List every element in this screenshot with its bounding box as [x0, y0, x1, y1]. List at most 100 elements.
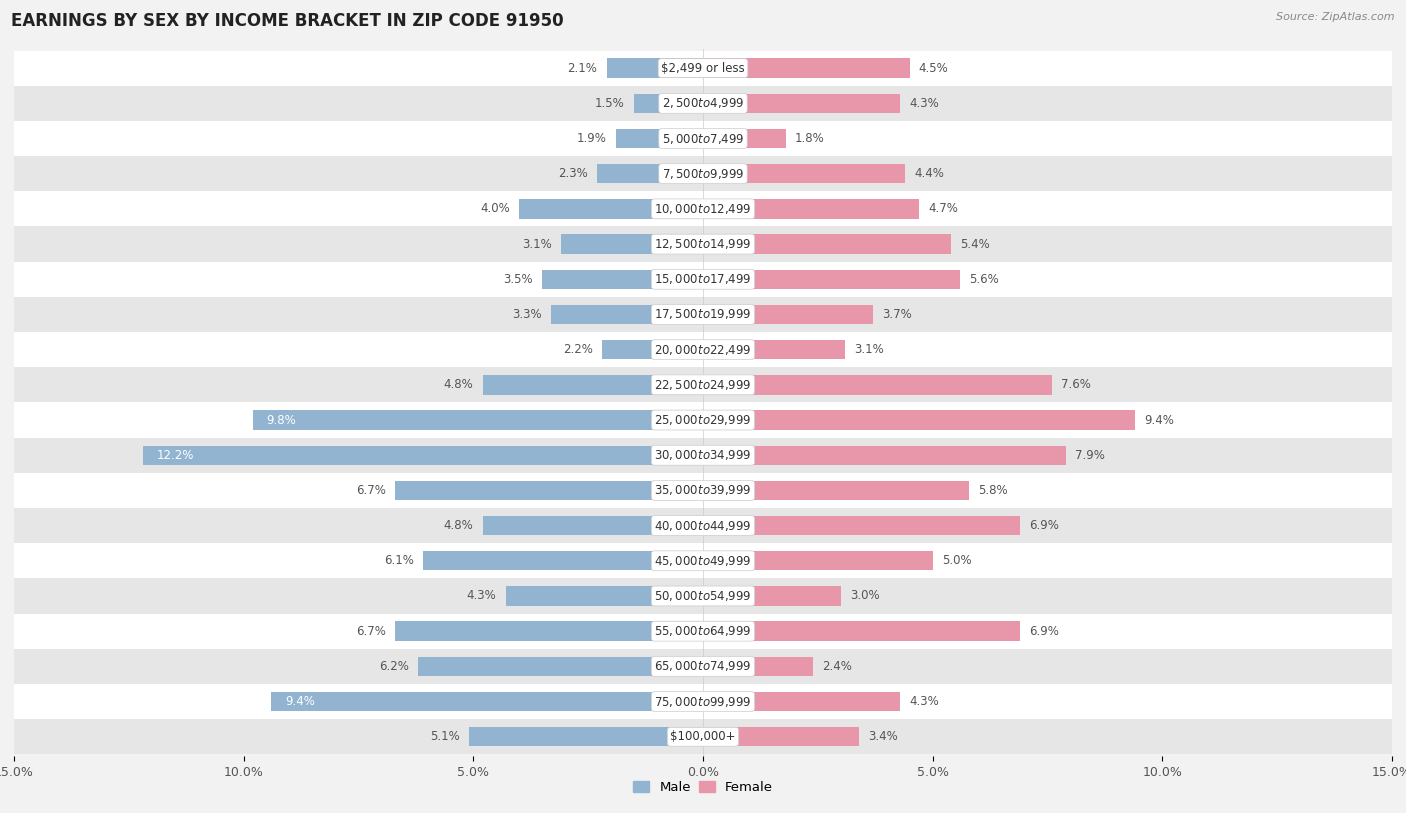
- Legend: Male, Female: Male, Female: [627, 776, 779, 799]
- Text: $17,500 to $19,999: $17,500 to $19,999: [654, 307, 752, 321]
- Text: 2.1%: 2.1%: [568, 62, 598, 75]
- Bar: [253, 411, 703, 430]
- Bar: [14, 367, 1392, 402]
- Bar: [14, 543, 1392, 578]
- Text: 6.7%: 6.7%: [356, 484, 387, 497]
- Text: $30,000 to $34,999: $30,000 to $34,999: [654, 448, 752, 463]
- Bar: [14, 402, 1392, 437]
- Bar: [703, 516, 1019, 535]
- Text: 5.1%: 5.1%: [430, 730, 460, 743]
- Text: 4.3%: 4.3%: [910, 97, 939, 110]
- Bar: [14, 50, 1392, 85]
- Bar: [271, 692, 703, 711]
- Bar: [14, 508, 1392, 543]
- Text: 3.7%: 3.7%: [882, 308, 912, 321]
- Text: 6.7%: 6.7%: [356, 624, 387, 637]
- Text: 1.8%: 1.8%: [794, 132, 824, 145]
- Text: 4.8%: 4.8%: [444, 519, 474, 532]
- Bar: [423, 551, 703, 571]
- Text: 4.7%: 4.7%: [928, 202, 957, 215]
- Text: 3.1%: 3.1%: [522, 237, 551, 250]
- Bar: [703, 305, 873, 324]
- Text: 4.0%: 4.0%: [481, 202, 510, 215]
- Text: 3.5%: 3.5%: [503, 273, 533, 286]
- Text: 9.4%: 9.4%: [285, 695, 315, 708]
- Bar: [14, 684, 1392, 720]
- Text: $5,000 to $7,499: $5,000 to $7,499: [662, 132, 744, 146]
- Bar: [703, 411, 1135, 430]
- Text: 6.9%: 6.9%: [1029, 519, 1059, 532]
- Bar: [598, 164, 703, 184]
- Bar: [482, 375, 703, 394]
- Bar: [703, 586, 841, 606]
- Text: 4.3%: 4.3%: [910, 695, 939, 708]
- Text: 2.2%: 2.2%: [562, 343, 593, 356]
- Text: $20,000 to $22,499: $20,000 to $22,499: [654, 342, 752, 357]
- Bar: [703, 93, 900, 113]
- Text: 1.9%: 1.9%: [576, 132, 606, 145]
- Text: $100,000+: $100,000+: [671, 730, 735, 743]
- Bar: [703, 128, 786, 148]
- Bar: [14, 332, 1392, 367]
- Bar: [703, 234, 950, 254]
- Bar: [703, 59, 910, 78]
- Text: 9.4%: 9.4%: [1144, 414, 1174, 427]
- Bar: [561, 234, 703, 254]
- Text: $45,000 to $49,999: $45,000 to $49,999: [654, 554, 752, 567]
- Text: 5.6%: 5.6%: [969, 273, 1000, 286]
- Bar: [14, 473, 1392, 508]
- Bar: [703, 375, 1052, 394]
- Bar: [14, 262, 1392, 297]
- Text: 4.8%: 4.8%: [444, 378, 474, 391]
- Text: 3.1%: 3.1%: [855, 343, 884, 356]
- Bar: [14, 437, 1392, 473]
- Bar: [602, 340, 703, 359]
- Text: 4.4%: 4.4%: [914, 167, 945, 180]
- Text: $65,000 to $74,999: $65,000 to $74,999: [654, 659, 752, 673]
- Bar: [14, 156, 1392, 191]
- Text: 4.3%: 4.3%: [467, 589, 496, 602]
- Bar: [703, 621, 1019, 641]
- Bar: [482, 516, 703, 535]
- Bar: [14, 578, 1392, 614]
- Bar: [14, 191, 1392, 227]
- Text: 12.2%: 12.2%: [156, 449, 194, 462]
- Text: $2,500 to $4,999: $2,500 to $4,999: [662, 96, 744, 111]
- Bar: [703, 446, 1066, 465]
- Text: 4.5%: 4.5%: [920, 62, 949, 75]
- Text: $12,500 to $14,999: $12,500 to $14,999: [654, 237, 752, 251]
- Bar: [703, 657, 813, 676]
- Bar: [468, 727, 703, 746]
- Text: EARNINGS BY SEX BY INCOME BRACKET IN ZIP CODE 91950: EARNINGS BY SEX BY INCOME BRACKET IN ZIP…: [11, 12, 564, 30]
- Bar: [634, 93, 703, 113]
- Text: 5.8%: 5.8%: [979, 484, 1008, 497]
- Bar: [519, 199, 703, 219]
- Text: $15,000 to $17,499: $15,000 to $17,499: [654, 272, 752, 286]
- Bar: [543, 270, 703, 289]
- Bar: [418, 657, 703, 676]
- Bar: [703, 727, 859, 746]
- Bar: [14, 227, 1392, 262]
- Text: 5.4%: 5.4%: [960, 237, 990, 250]
- Text: $75,000 to $99,999: $75,000 to $99,999: [654, 694, 752, 709]
- Text: $35,000 to $39,999: $35,000 to $39,999: [654, 484, 752, 498]
- Text: 3.4%: 3.4%: [869, 730, 898, 743]
- Bar: [506, 586, 703, 606]
- Bar: [14, 720, 1392, 754]
- Bar: [703, 480, 969, 500]
- Bar: [395, 480, 703, 500]
- Text: 7.9%: 7.9%: [1076, 449, 1105, 462]
- Text: 6.1%: 6.1%: [384, 554, 413, 567]
- Bar: [703, 199, 920, 219]
- Text: 1.5%: 1.5%: [595, 97, 624, 110]
- Bar: [14, 614, 1392, 649]
- Bar: [14, 121, 1392, 156]
- Text: $55,000 to $64,999: $55,000 to $64,999: [654, 624, 752, 638]
- Text: 2.3%: 2.3%: [558, 167, 588, 180]
- Bar: [703, 164, 905, 184]
- Text: 3.3%: 3.3%: [513, 308, 543, 321]
- Text: $7,500 to $9,999: $7,500 to $9,999: [662, 167, 744, 180]
- Text: 5.0%: 5.0%: [942, 554, 972, 567]
- Bar: [14, 297, 1392, 332]
- Text: $22,500 to $24,999: $22,500 to $24,999: [654, 378, 752, 392]
